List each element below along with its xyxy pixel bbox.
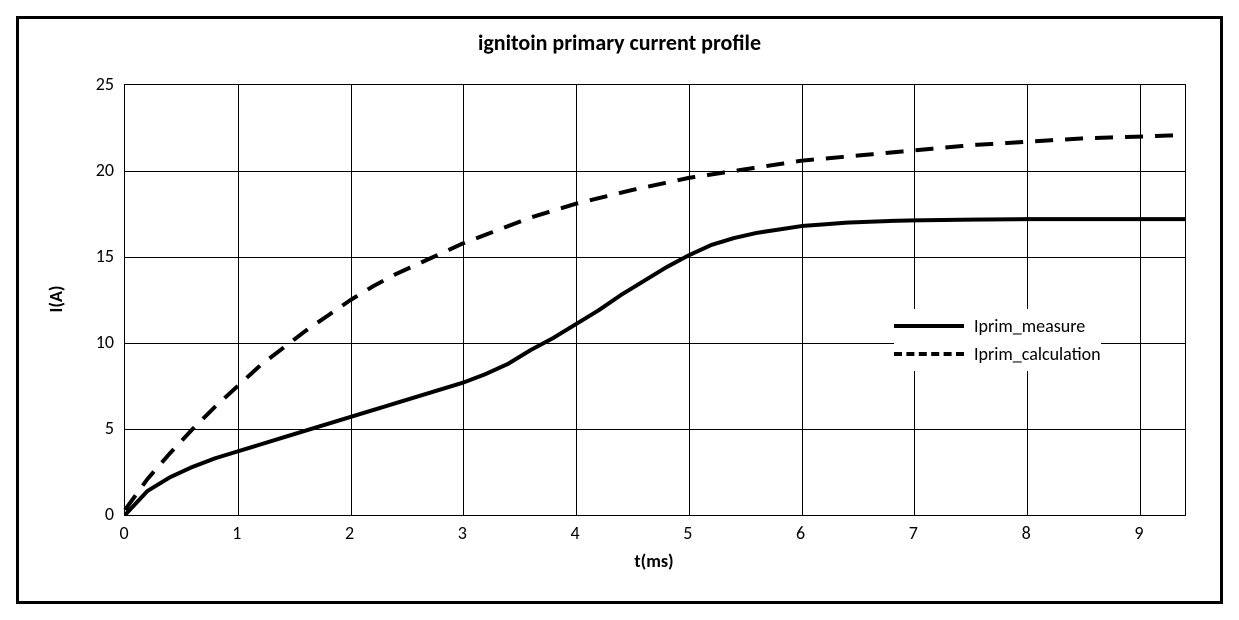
y-tick-label: 15 bbox=[84, 245, 114, 267]
gridline-vertical bbox=[351, 85, 352, 515]
chart-frame: ignitoin primary current profile I(A) t(… bbox=[16, 16, 1223, 604]
x-tick-label: 6 bbox=[796, 522, 805, 544]
legend-label: Iprim_calculation bbox=[974, 343, 1101, 365]
x-tick-label: 2 bbox=[345, 522, 354, 544]
y-tick-label: 25 bbox=[84, 73, 114, 95]
chart-title: ignitoin primary current profile bbox=[19, 29, 1220, 56]
x-tick-label: 5 bbox=[683, 522, 692, 544]
x-tick-label: 3 bbox=[458, 522, 467, 544]
x-tick-label: 8 bbox=[1022, 522, 1031, 544]
gridline-vertical bbox=[576, 85, 577, 515]
gridline-horizontal bbox=[125, 429, 1185, 430]
x-tick-label: 9 bbox=[1134, 522, 1143, 544]
legend-item: Iprim_calculation bbox=[894, 343, 1101, 365]
legend-swatch bbox=[894, 352, 964, 356]
gridline-horizontal bbox=[125, 171, 1185, 172]
x-axis-label: t(ms) bbox=[634, 550, 673, 572]
plot-area bbox=[124, 84, 1186, 516]
gridline-vertical bbox=[1140, 85, 1141, 515]
x-tick-label: 4 bbox=[571, 522, 580, 544]
y-tick-label: 5 bbox=[84, 417, 114, 439]
gridline-vertical bbox=[463, 85, 464, 515]
legend-label: Iprim_measure bbox=[974, 315, 1085, 337]
chart-outer: ignitoin primary current profile I(A) t(… bbox=[0, 0, 1239, 620]
y-tick-label: 10 bbox=[84, 331, 114, 353]
gridline-horizontal bbox=[125, 257, 1185, 258]
x-tick-label: 1 bbox=[232, 522, 241, 544]
legend-item: Iprim_measure bbox=[894, 315, 1101, 337]
gridline-vertical bbox=[238, 85, 239, 515]
legend-swatch bbox=[894, 324, 964, 328]
gridline-vertical bbox=[689, 85, 690, 515]
x-tick-label: 7 bbox=[909, 522, 918, 544]
gridline-vertical bbox=[1027, 85, 1028, 515]
legend: Iprim_measure Iprim_calculation bbox=[894, 309, 1101, 371]
x-tick-label: 0 bbox=[119, 522, 128, 544]
gridline-vertical bbox=[914, 85, 915, 515]
series-layer bbox=[125, 85, 1185, 515]
y-axis-label: I(A) bbox=[45, 286, 67, 313]
y-tick-label: 0 bbox=[84, 503, 114, 525]
y-tick-label: 20 bbox=[84, 159, 114, 181]
gridline-vertical bbox=[802, 85, 803, 515]
